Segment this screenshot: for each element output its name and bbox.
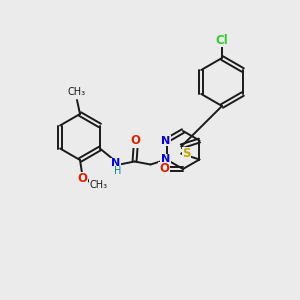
Text: CH₃: CH₃ [68,87,86,97]
Text: O: O [130,134,140,147]
Text: N: N [161,136,170,146]
Text: N: N [111,158,120,169]
Text: S: S [182,147,190,160]
Text: O: O [159,163,169,176]
Text: CH₃: CH₃ [90,180,108,190]
Text: O: O [77,172,87,185]
Text: Cl: Cl [216,34,228,46]
Text: N: N [161,154,170,164]
Text: H: H [114,167,121,176]
